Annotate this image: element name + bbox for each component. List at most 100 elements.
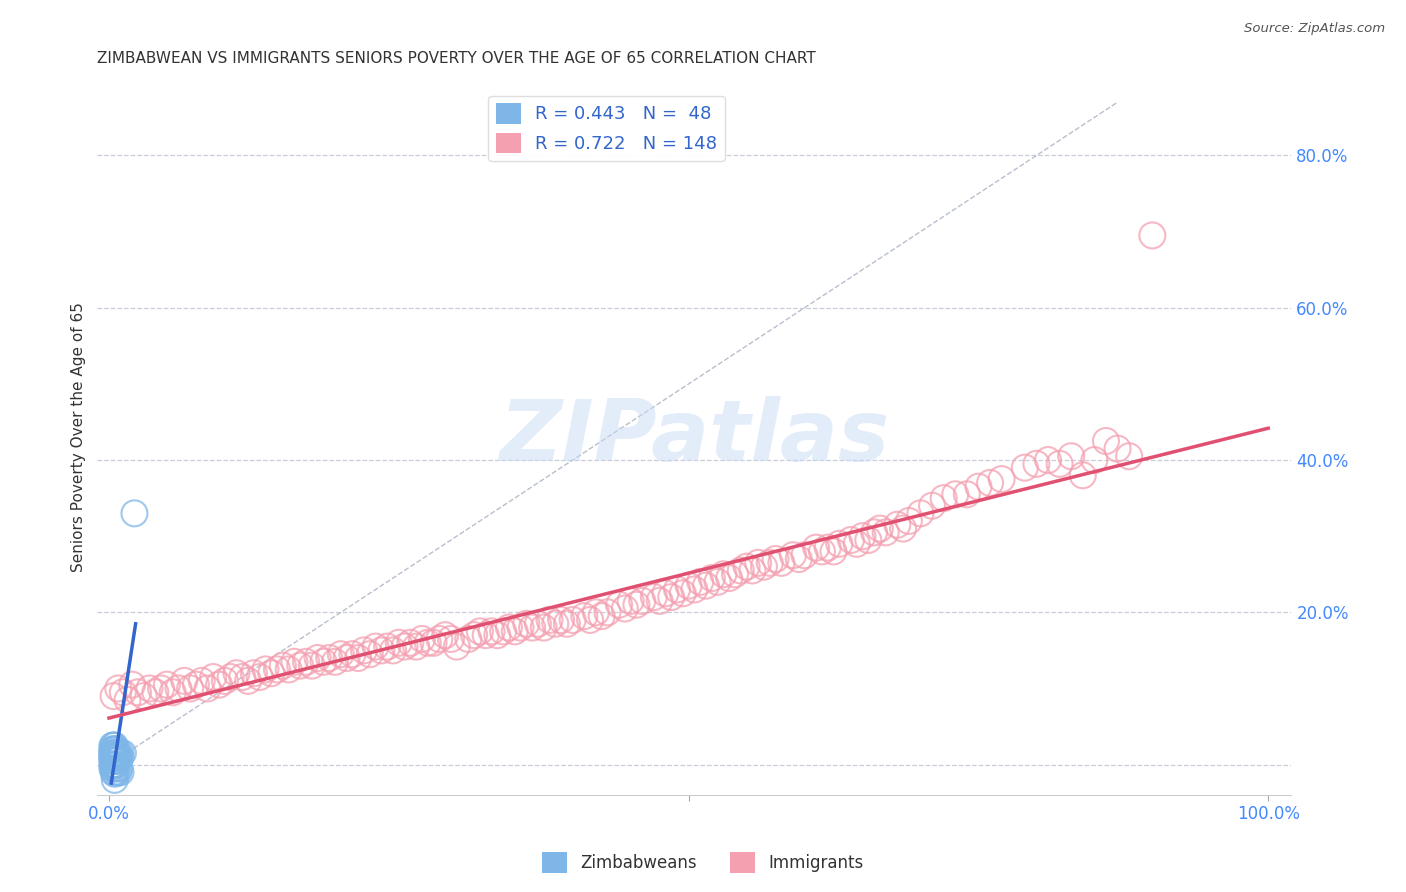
Point bbox=[828, 537, 851, 551]
Point bbox=[544, 616, 567, 631]
Point bbox=[481, 624, 503, 639]
Point bbox=[103, 748, 125, 763]
Point bbox=[323, 655, 346, 669]
Point bbox=[724, 567, 747, 582]
Point bbox=[103, 751, 125, 765]
Point bbox=[752, 559, 775, 574]
Point bbox=[607, 598, 630, 612]
Point bbox=[967, 480, 990, 494]
Point bbox=[107, 746, 129, 760]
Point bbox=[312, 655, 335, 669]
Point bbox=[104, 739, 127, 753]
Point bbox=[474, 628, 496, 642]
Point bbox=[107, 765, 129, 780]
Point bbox=[585, 605, 607, 619]
Point bbox=[219, 670, 242, 684]
Point bbox=[509, 621, 531, 635]
Point bbox=[107, 681, 129, 696]
Point bbox=[555, 616, 578, 631]
Point bbox=[101, 744, 124, 758]
Point bbox=[613, 601, 636, 615]
Point bbox=[440, 632, 463, 646]
Point bbox=[104, 746, 127, 760]
Point bbox=[225, 666, 247, 681]
Point bbox=[765, 552, 787, 566]
Point bbox=[104, 766, 127, 780]
Point bbox=[117, 693, 139, 707]
Point bbox=[427, 632, 450, 646]
Point bbox=[648, 594, 671, 608]
Point bbox=[202, 670, 225, 684]
Point bbox=[718, 571, 741, 585]
Point bbox=[700, 571, 723, 585]
Point bbox=[782, 548, 804, 562]
Point bbox=[104, 757, 127, 772]
Point bbox=[921, 499, 943, 513]
Point bbox=[104, 750, 127, 764]
Point bbox=[101, 748, 124, 763]
Point bbox=[103, 759, 125, 773]
Point bbox=[103, 757, 125, 772]
Point bbox=[863, 525, 886, 540]
Point bbox=[271, 658, 294, 673]
Point bbox=[243, 666, 266, 681]
Point bbox=[492, 624, 515, 639]
Point bbox=[104, 765, 127, 780]
Point bbox=[254, 662, 277, 676]
Point bbox=[162, 685, 184, 699]
Point bbox=[468, 624, 491, 639]
Point bbox=[1083, 453, 1105, 467]
Point bbox=[875, 525, 897, 540]
Point bbox=[527, 616, 550, 631]
Point bbox=[101, 742, 124, 756]
Point bbox=[101, 750, 124, 764]
Point bbox=[503, 624, 526, 639]
Point bbox=[1142, 228, 1164, 243]
Point bbox=[108, 750, 131, 764]
Text: ZIPatlas: ZIPatlas bbox=[499, 396, 890, 479]
Point bbox=[364, 640, 387, 654]
Point bbox=[108, 761, 131, 775]
Point bbox=[515, 616, 537, 631]
Point bbox=[103, 765, 125, 780]
Point bbox=[104, 750, 127, 764]
Point bbox=[620, 594, 643, 608]
Point bbox=[359, 647, 381, 661]
Point bbox=[839, 533, 862, 547]
Point bbox=[932, 491, 955, 505]
Point bbox=[845, 537, 868, 551]
Point bbox=[520, 621, 543, 635]
Point bbox=[672, 586, 695, 600]
Text: ZIMBABWEAN VS IMMIGRANTS SENIORS POVERTY OVER THE AGE OF 65 CORRELATION CHART: ZIMBABWEAN VS IMMIGRANTS SENIORS POVERTY… bbox=[97, 51, 815, 66]
Point bbox=[411, 632, 433, 646]
Point bbox=[103, 750, 125, 764]
Point bbox=[561, 613, 583, 627]
Point bbox=[770, 556, 793, 570]
Point bbox=[579, 613, 602, 627]
Point bbox=[1095, 434, 1118, 448]
Point bbox=[706, 574, 728, 589]
Point bbox=[730, 564, 752, 578]
Point bbox=[891, 522, 914, 536]
Point bbox=[342, 647, 364, 661]
Point bbox=[208, 678, 231, 692]
Point bbox=[1025, 457, 1047, 471]
Point bbox=[353, 643, 375, 657]
Point bbox=[990, 472, 1012, 486]
Point bbox=[747, 556, 769, 570]
Point bbox=[434, 628, 457, 642]
Point bbox=[283, 655, 305, 669]
Point bbox=[318, 651, 340, 665]
Point bbox=[538, 613, 561, 627]
Point bbox=[266, 662, 288, 676]
Point bbox=[107, 750, 129, 764]
Point bbox=[654, 586, 676, 600]
Point bbox=[249, 670, 271, 684]
Point bbox=[101, 751, 124, 765]
Point bbox=[533, 621, 555, 635]
Point bbox=[184, 678, 207, 692]
Point bbox=[104, 761, 127, 775]
Point bbox=[132, 689, 155, 703]
Point bbox=[787, 552, 810, 566]
Point bbox=[631, 594, 654, 608]
